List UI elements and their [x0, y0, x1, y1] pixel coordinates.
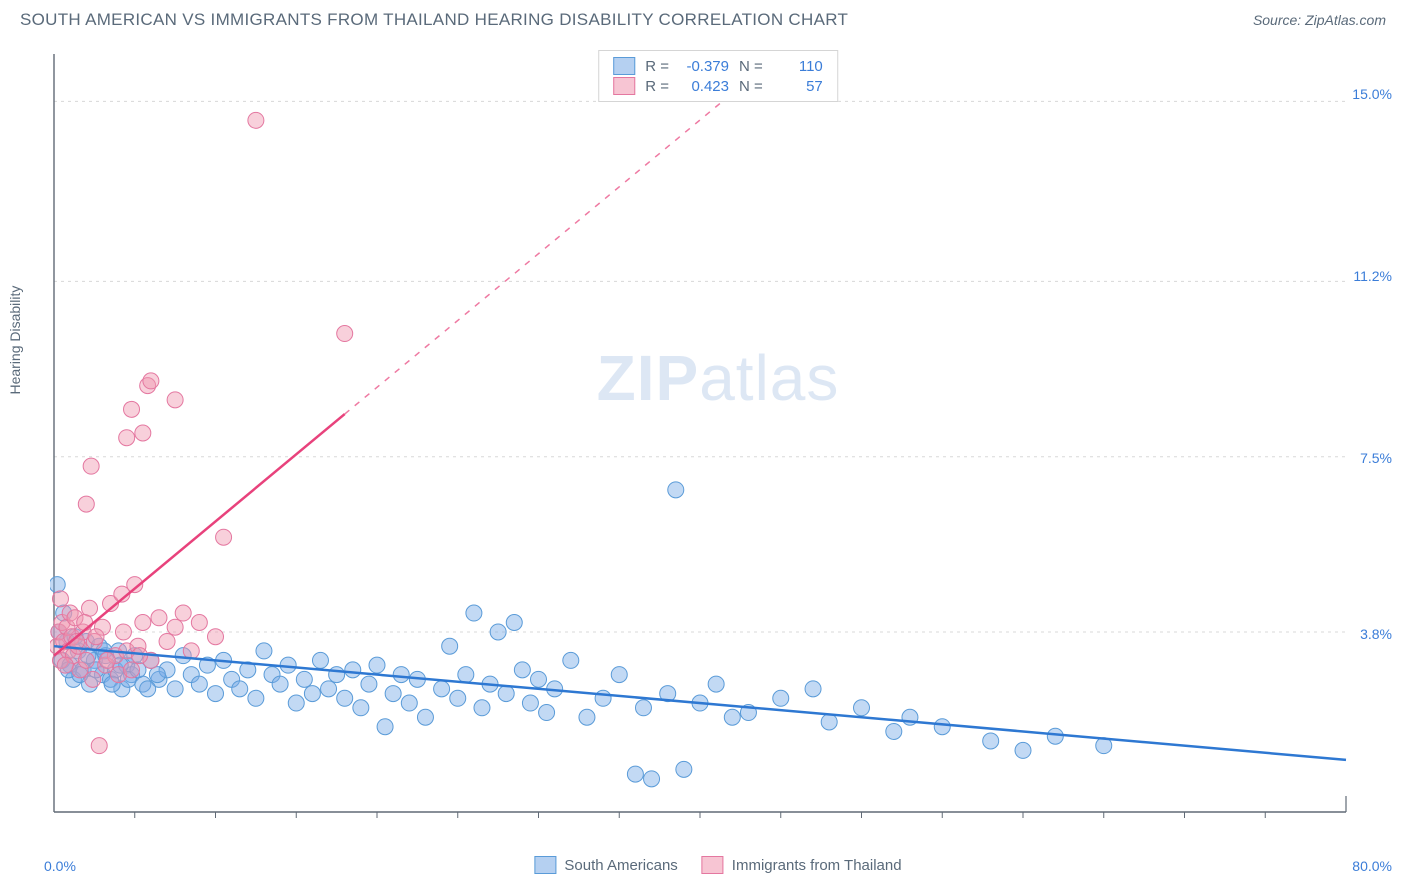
source-prefix: Source:	[1253, 12, 1305, 28]
series-legend: South Americans Immigrants from Thailand	[534, 856, 901, 874]
y-tick-label: 7.5%	[1360, 450, 1392, 466]
correlation-legend: R = -0.379 N = 110 R = 0.423 N = 57	[598, 50, 838, 102]
scatter-plot	[50, 50, 1386, 832]
r-value: -0.379	[679, 58, 729, 75]
chart-title: SOUTH AMERICAN VS IMMIGRANTS FROM THAILA…	[20, 10, 848, 30]
y-axis-label: Hearing Disability	[7, 286, 23, 395]
source-attribution: Source: ZipAtlas.com	[1253, 12, 1386, 28]
y-tick-label: 11.2%	[1353, 268, 1392, 284]
legend-label: Immigrants from Thailand	[732, 857, 902, 874]
legend-swatch-pink	[613, 77, 635, 95]
n-label: N =	[739, 78, 763, 95]
n-value: 57	[773, 78, 823, 95]
legend-swatch-blue	[613, 57, 635, 75]
y-tick-label: 15.0%	[1352, 86, 1392, 102]
legend-swatch-blue	[534, 856, 556, 874]
legend-row: R = -0.379 N = 110	[613, 57, 823, 75]
legend-item: South Americans	[534, 856, 677, 874]
source-name: ZipAtlas.com	[1305, 12, 1386, 28]
r-value: 0.423	[679, 78, 729, 95]
legend-item: Immigrants from Thailand	[702, 856, 902, 874]
n-label: N =	[739, 58, 763, 75]
legend-label: South Americans	[564, 857, 677, 874]
legend-swatch-pink	[702, 856, 724, 874]
x-tick-label: 0.0%	[44, 858, 76, 874]
legend-row: R = 0.423 N = 57	[613, 77, 823, 95]
n-value: 110	[773, 58, 823, 75]
header: SOUTH AMERICAN VS IMMIGRANTS FROM THAILA…	[0, 0, 1406, 38]
r-label: R =	[645, 78, 669, 95]
x-tick-label: 80.0%	[1352, 858, 1392, 874]
chart-area: Hearing Disability ZIPatlas R = -0.379 N…	[50, 50, 1386, 832]
r-label: R =	[645, 58, 669, 75]
y-tick-label: 3.8%	[1360, 626, 1392, 642]
